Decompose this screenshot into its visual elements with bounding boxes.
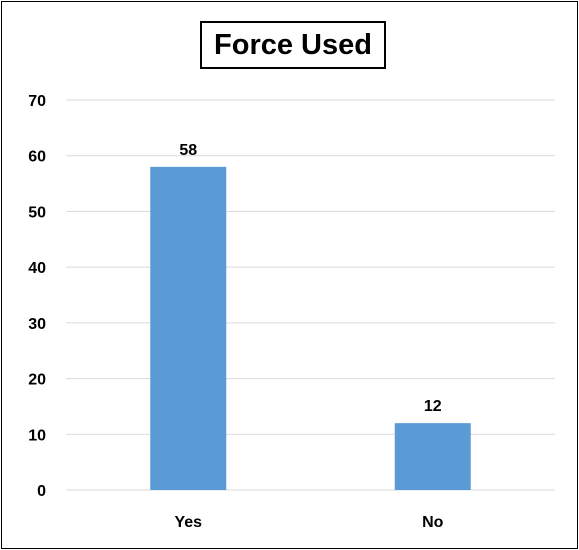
y-tick-label: 40: [28, 260, 46, 277]
y-tick-label: 30: [28, 316, 46, 333]
x-axis-ticks: Yes No: [174, 514, 443, 531]
bar-yes: [150, 166, 227, 490]
y-tick-label: 50: [28, 204, 46, 221]
data-label: 58: [179, 142, 197, 159]
y-tick-label: 10: [28, 427, 46, 444]
y-axis-ticks: 0 10 20 30 40 50 60 70: [28, 93, 46, 500]
data-labels: 58 12: [179, 142, 441, 415]
bar-no: [394, 423, 471, 490]
chart-title: Force Used: [200, 21, 386, 69]
y-tick-label: 20: [28, 372, 46, 389]
bars: [150, 166, 471, 490]
data-label: 12: [424, 398, 442, 415]
x-tick-label: No: [422, 514, 444, 531]
x-tick-label: Yes: [174, 514, 202, 531]
y-tick-label: 0: [37, 483, 46, 500]
grid-lines: [66, 99, 555, 491]
y-tick-label: 70: [28, 93, 46, 110]
y-tick-label: 60: [28, 149, 46, 166]
